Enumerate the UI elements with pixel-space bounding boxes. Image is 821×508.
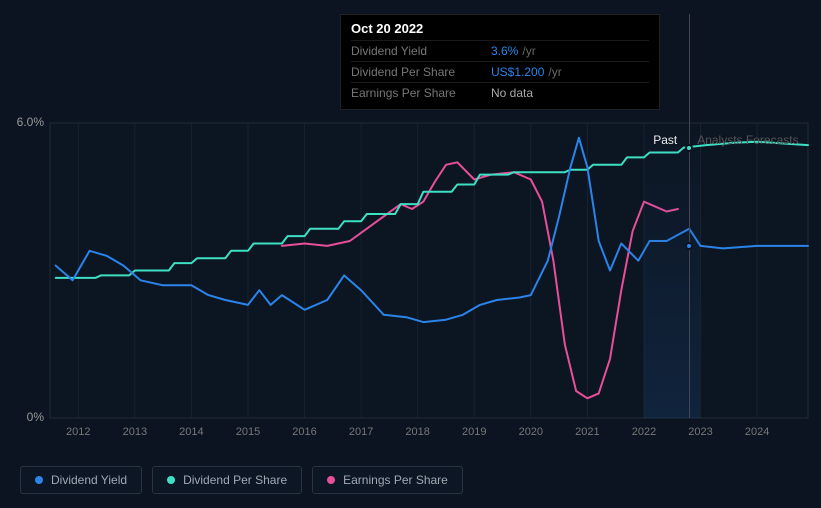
legend-item-earnings-per-share[interactable]: Earnings Per Share	[312, 466, 463, 494]
x-axis-tick-label: 2023	[688, 426, 712, 438]
x-axis-tick-label: 2013	[123, 426, 147, 438]
tooltip-label: Earnings Per Share	[351, 86, 491, 100]
legend-label: Dividend Per Share	[183, 473, 287, 487]
tooltip-value: No data	[491, 86, 533, 100]
x-axis-tick-label: 2021	[575, 426, 599, 438]
tooltip-label: Dividend Per Share	[351, 65, 491, 79]
tooltip-row: Earnings Per Share No data	[351, 82, 649, 103]
legend-label: Dividend Yield	[51, 473, 127, 487]
tooltip-date: Oct 20 2022	[351, 21, 649, 40]
forecast-label: Analysts Forecasts	[697, 133, 798, 147]
legend-item-dividend-yield[interactable]: Dividend Yield	[20, 466, 142, 494]
x-axis-tick-label: 2018	[405, 426, 429, 438]
tooltip-unit: /yr	[548, 65, 561, 79]
legend-dot-icon	[35, 476, 43, 484]
tooltip-value: US$1.200	[491, 65, 544, 79]
x-axis-tick-label: 2020	[519, 426, 543, 438]
x-axis-tick-label: 2024	[745, 426, 769, 438]
chart-container: Oct 20 2022 Dividend Yield 3.6% /yr Divi…	[0, 0, 821, 508]
x-axis-tick-label: 2015	[236, 426, 260, 438]
tooltip-value: 3.6%	[491, 44, 518, 58]
tooltip-row: Dividend Yield 3.6% /yr	[351, 40, 649, 61]
y-axis-tick-label: 6.0%	[4, 115, 44, 129]
past-label: Past	[653, 133, 677, 147]
tooltip-label: Dividend Yield	[351, 44, 491, 58]
tooltip-unit: /yr	[522, 44, 535, 58]
x-axis-tick-label: 2022	[632, 426, 656, 438]
hover-vertical-line	[689, 14, 690, 418]
legend-dot-icon	[327, 476, 335, 484]
legend-label: Earnings Per Share	[343, 473, 448, 487]
legend: Dividend Yield Dividend Per Share Earnin…	[20, 466, 463, 494]
hover-tooltip: Oct 20 2022 Dividend Yield 3.6% /yr Divi…	[340, 14, 660, 110]
x-axis-tick-label: 2017	[349, 426, 373, 438]
y-axis-tick-label: 0%	[4, 410, 44, 424]
hover-marker	[685, 242, 693, 250]
legend-dot-icon	[167, 476, 175, 484]
x-axis-tick-label: 2012	[66, 426, 90, 438]
x-axis-tick-label: 2016	[292, 426, 316, 438]
x-axis-tick-label: 2014	[179, 426, 203, 438]
tooltip-row: Dividend Per Share US$1.200 /yr	[351, 61, 649, 82]
hover-marker	[685, 144, 693, 152]
legend-item-dividend-per-share[interactable]: Dividend Per Share	[152, 466, 302, 494]
x-axis-tick-label: 2019	[462, 426, 486, 438]
